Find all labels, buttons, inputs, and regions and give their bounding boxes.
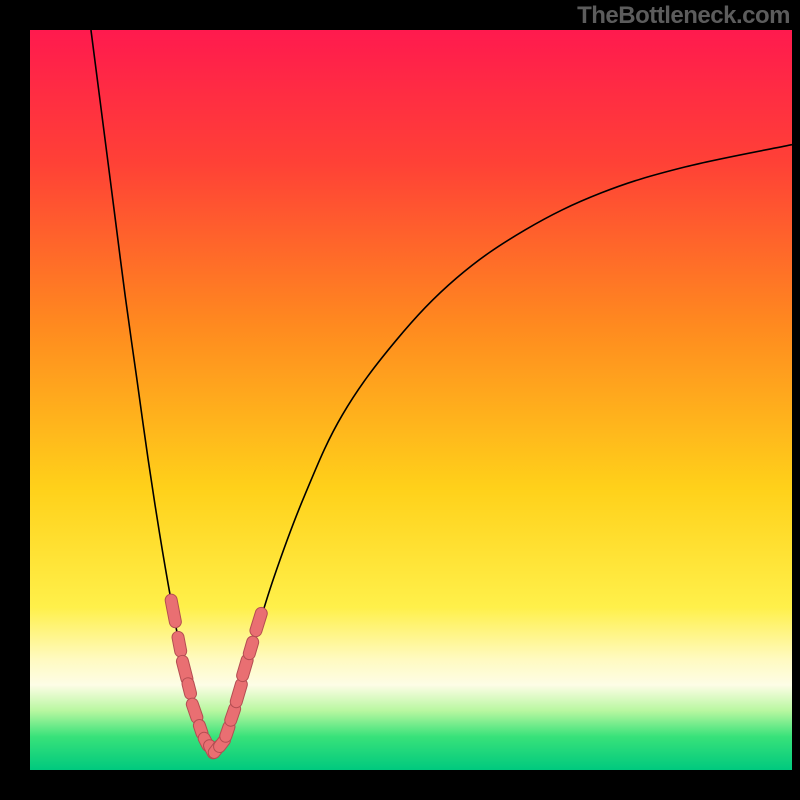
watermark-text: TheBottleneck.com xyxy=(577,2,790,30)
plot-svg xyxy=(30,30,792,770)
gradient-background xyxy=(30,30,792,770)
plot-area xyxy=(30,30,792,770)
